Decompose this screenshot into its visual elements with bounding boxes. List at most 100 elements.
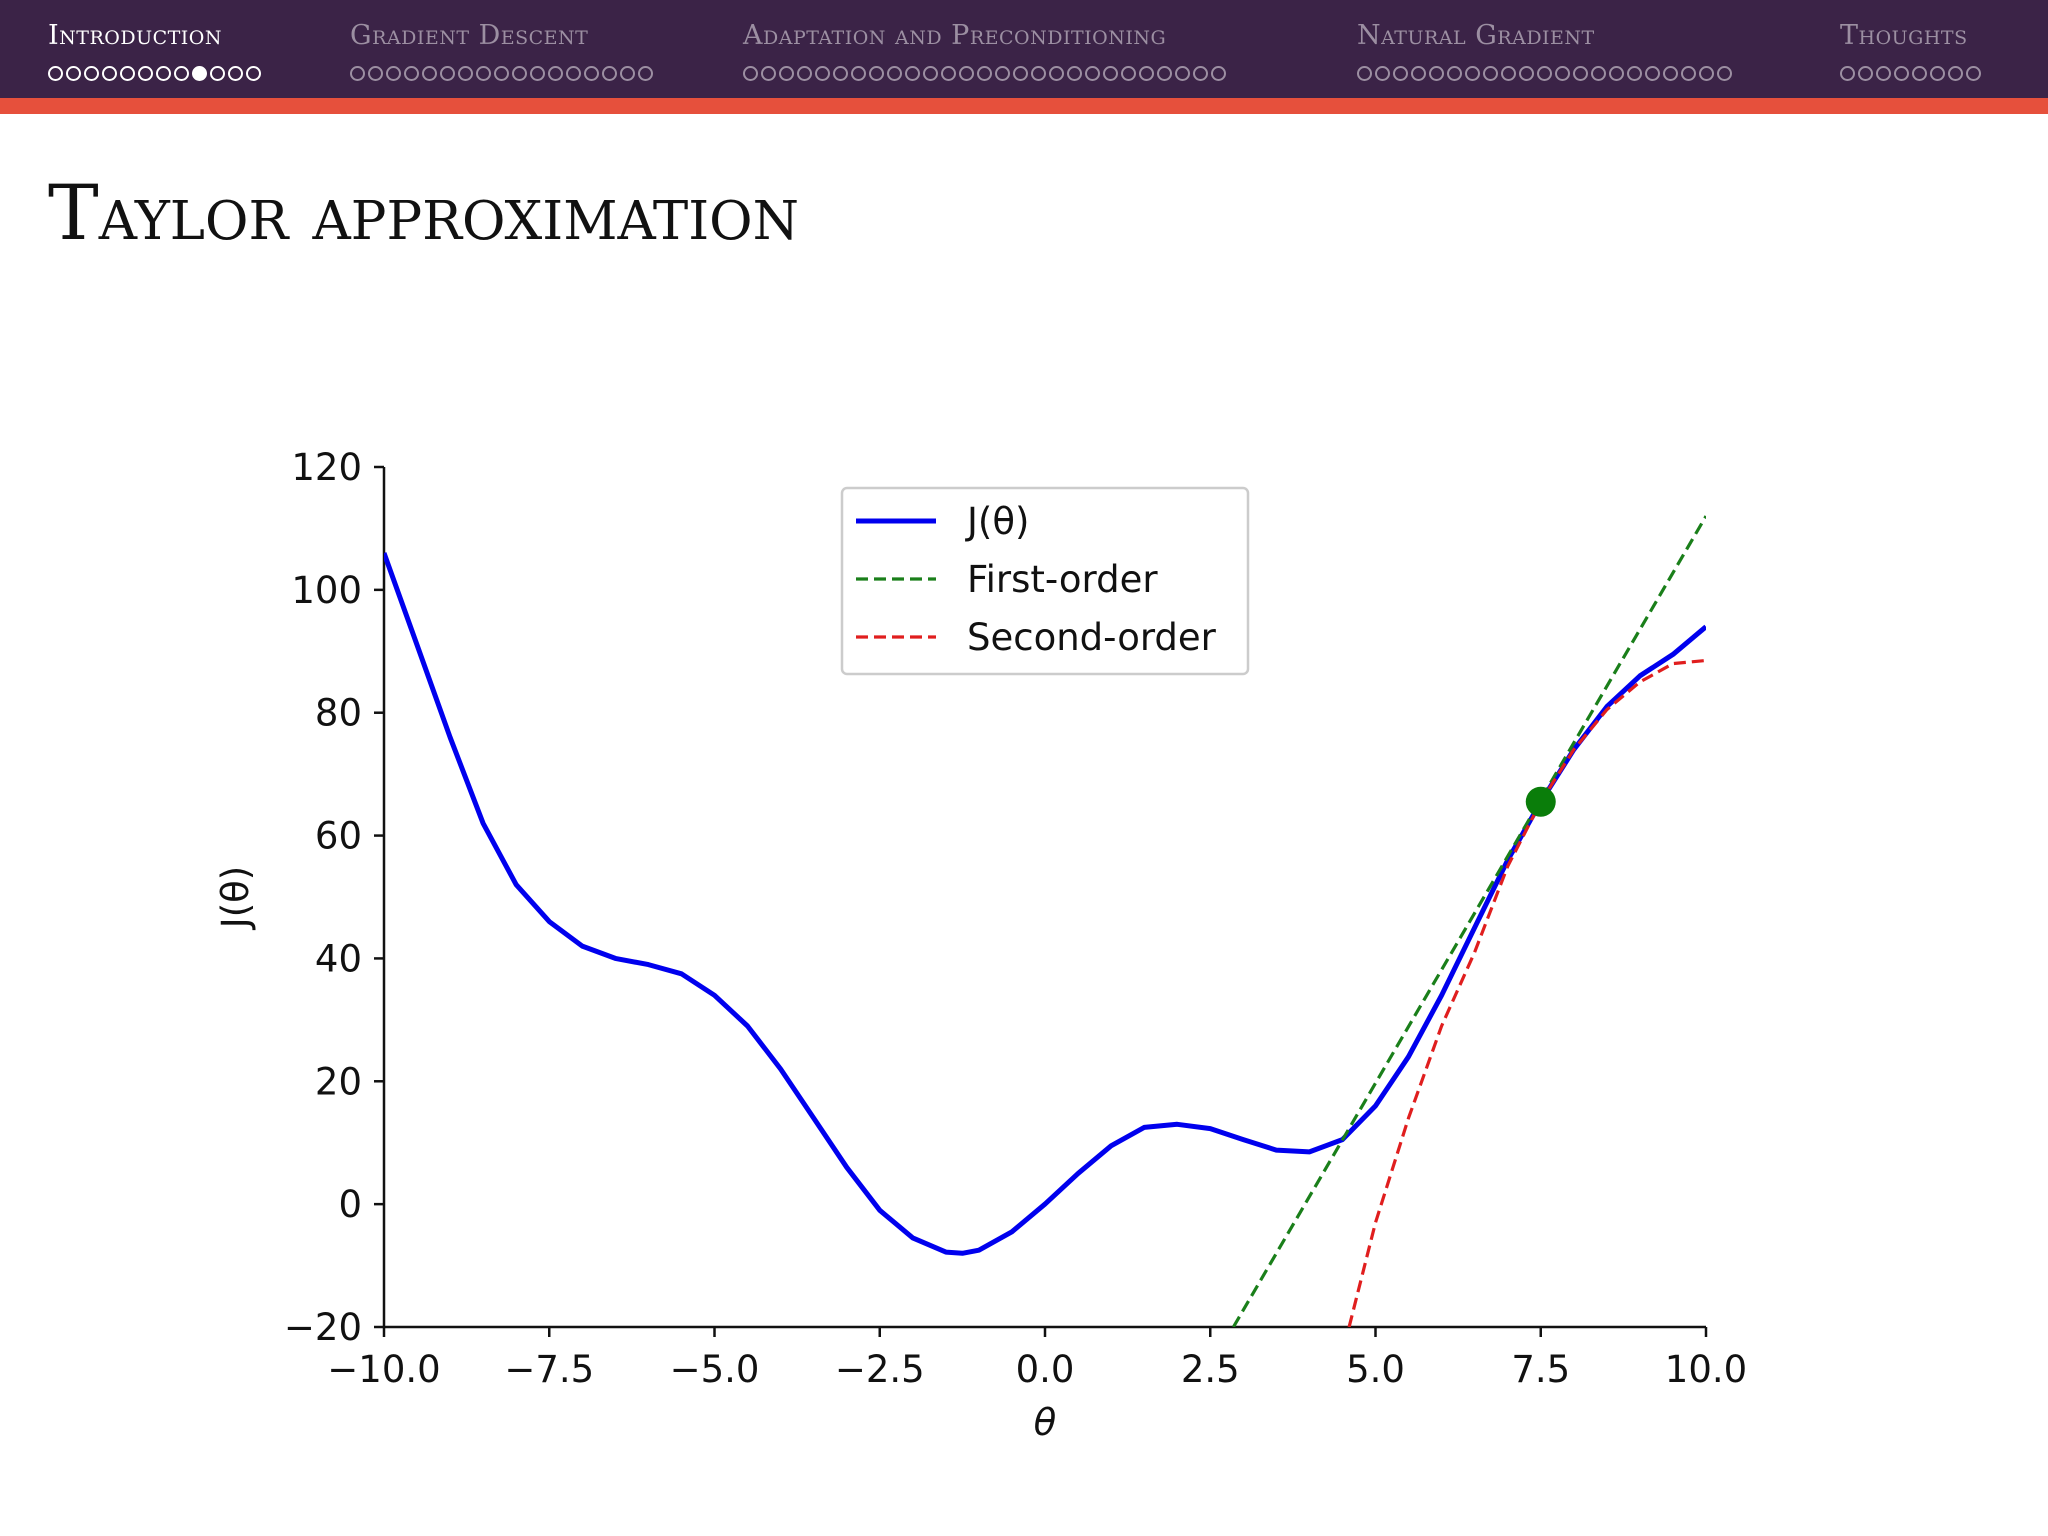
- nav-dot[interactable]: [959, 66, 974, 81]
- x-axis-title: θ: [1034, 1401, 1057, 1444]
- nav-progress-dots: [350, 66, 656, 90]
- nav-dot[interactable]: [761, 66, 776, 81]
- legend-box: [840, 486, 1250, 676]
- nav-dot[interactable]: [1645, 66, 1660, 81]
- nav-dot[interactable]: [833, 66, 848, 81]
- nav-dot[interactable]: [1519, 66, 1534, 81]
- nav-dot[interactable]: [48, 66, 63, 81]
- nav-dot[interactable]: [1103, 66, 1118, 81]
- nav-dot[interactable]: [1966, 66, 1981, 81]
- plot-area: [384, 515, 1706, 1327]
- nav-dot[interactable]: [1357, 66, 1372, 81]
- nav-dot[interactable]: [1699, 66, 1714, 81]
- x-tick-label: 0.0: [1016, 1348, 1075, 1391]
- nav-dot[interactable]: [1067, 66, 1082, 81]
- nav-section-title[interactable]: Natural Gradient: [1357, 20, 1595, 51]
- nav-dot[interactable]: [458, 66, 473, 81]
- nav-dot[interactable]: [1717, 66, 1732, 81]
- nav-dot[interactable]: [102, 66, 117, 81]
- nav-section-title[interactable]: Adaptation and Preconditioning: [743, 20, 1167, 51]
- nav-dot[interactable]: [512, 66, 527, 81]
- nav-dot[interactable]: [1175, 66, 1190, 81]
- nav-dot[interactable]: [1840, 66, 1855, 81]
- x-tick-label: −10.0: [327, 1348, 440, 1391]
- nav-dot[interactable]: [246, 66, 261, 81]
- nav-dot[interactable]: [1930, 66, 1945, 81]
- nav-dot[interactable]: [66, 66, 81, 81]
- nav-dot[interactable]: [422, 66, 437, 81]
- nav-dot[interactable]: [1858, 66, 1873, 81]
- nav-dot[interactable]: [1912, 66, 1927, 81]
- nav-dot[interactable]: [476, 66, 491, 81]
- nav-dot[interactable]: [350, 66, 365, 81]
- top-navigation-bar: Introduction Gradient Descent Adaptation a…: [0, 0, 2048, 98]
- nav-dot[interactable]: [386, 66, 401, 81]
- nav-dot[interactable]: [440, 66, 455, 81]
- nav-dot[interactable]: [638, 66, 653, 81]
- nav-dot[interactable]: [1573, 66, 1588, 81]
- nav-dot[interactable]: [1537, 66, 1552, 81]
- nav-dot[interactable]: [1157, 66, 1172, 81]
- nav-dot[interactable]: [566, 66, 581, 81]
- legend-label: First-order: [967, 558, 1158, 601]
- nav-dot[interactable]: [620, 66, 635, 81]
- nav-section-title[interactable]: Thoughts: [1840, 20, 1968, 51]
- nav-dot[interactable]: [494, 66, 509, 81]
- nav-dot[interactable]: [1429, 66, 1444, 81]
- nav-dot[interactable]: [905, 66, 920, 81]
- nav-dot[interactable]: [815, 66, 830, 81]
- nav-dot[interactable]: [941, 66, 956, 81]
- nav-dot[interactable]: [1894, 66, 1909, 81]
- nav-dot[interactable]: [1555, 66, 1570, 81]
- nav-dot[interactable]: [404, 66, 419, 81]
- nav-dot[interactable]: [869, 66, 884, 81]
- nav-dot[interactable]: [779, 66, 794, 81]
- nav-dot[interactable]: [1591, 66, 1606, 81]
- nav-dot[interactable]: [1211, 66, 1226, 81]
- nav-dot[interactable]: [887, 66, 902, 81]
- nav-dot[interactable]: [1139, 66, 1154, 81]
- nav-dot[interactable]: [174, 66, 189, 81]
- y-tick-label: 40: [315, 937, 362, 980]
- nav-dot[interactable]: [1948, 66, 1963, 81]
- nav-dot[interactable]: [851, 66, 866, 81]
- nav-dot[interactable]: [156, 66, 171, 81]
- nav-dot[interactable]: [210, 66, 225, 81]
- nav-dot[interactable]: [368, 66, 383, 81]
- nav-dot[interactable]: [1876, 66, 1891, 81]
- nav-dot[interactable]: [743, 66, 758, 81]
- nav-dot[interactable]: [602, 66, 617, 81]
- nav-dot[interactable]: [1663, 66, 1678, 81]
- nav-dot[interactable]: [977, 66, 992, 81]
- nav-dot[interactable]: [1483, 66, 1498, 81]
- nav-dot[interactable]: [1013, 66, 1028, 81]
- nav-dot[interactable]: [1465, 66, 1480, 81]
- nav-dot[interactable]: [138, 66, 153, 81]
- nav-dot[interactable]: [1501, 66, 1516, 81]
- nav-dot[interactable]: [1031, 66, 1046, 81]
- nav-dot-current[interactable]: [192, 66, 207, 81]
- nav-dot[interactable]: [1121, 66, 1136, 81]
- nav-dot[interactable]: [1447, 66, 1462, 81]
- nav-section-title[interactable]: Gradient Descent: [350, 20, 589, 51]
- nav-dot[interactable]: [120, 66, 135, 81]
- nav-dot[interactable]: [84, 66, 99, 81]
- nav-dot[interactable]: [923, 66, 938, 81]
- nav-dot[interactable]: [584, 66, 599, 81]
- nav-dot[interactable]: [797, 66, 812, 81]
- nav-section-title[interactable]: Introduction: [48, 20, 223, 51]
- nav-dot[interactable]: [548, 66, 563, 81]
- nav-dot[interactable]: [530, 66, 545, 81]
- nav-dot[interactable]: [1393, 66, 1408, 81]
- nav-dot[interactable]: [1049, 66, 1064, 81]
- nav-dot[interactable]: [1193, 66, 1208, 81]
- accent-bar: [0, 98, 2048, 114]
- nav-dot[interactable]: [1609, 66, 1624, 81]
- nav-dot[interactable]: [1627, 66, 1642, 81]
- nav-dot[interactable]: [1375, 66, 1390, 81]
- nav-dot[interactable]: [1681, 66, 1696, 81]
- nav-dot[interactable]: [1411, 66, 1426, 81]
- nav-dot[interactable]: [995, 66, 1010, 81]
- nav-dot[interactable]: [1085, 66, 1100, 81]
- nav-dot[interactable]: [228, 66, 243, 81]
